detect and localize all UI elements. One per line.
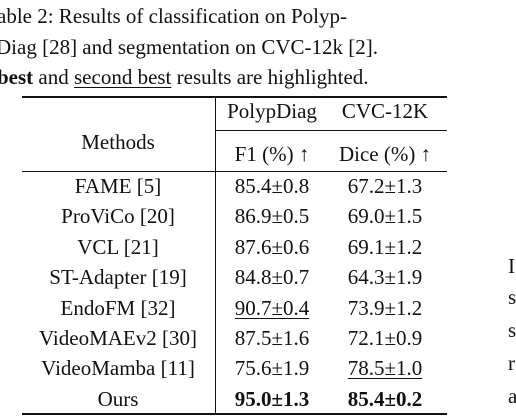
caption-segment: second best — [74, 65, 172, 89]
caption-segment: Diag [28] and segmentation on CVC-12k [2… — [0, 35, 379, 59]
metric-cell: 78.5±1.0 — [347, 356, 423, 381]
cropped-text: s — [508, 318, 516, 342]
metric-cell: 85.4±0.8 — [234, 174, 310, 198]
column-divider — [215, 96, 216, 414]
method-cell: ST-Adapter [19] — [49, 265, 187, 290]
method-cell: ProViCo [20] — [61, 204, 175, 229]
caption-segment: and — [33, 65, 74, 89]
header-group: CVC-12K — [341, 99, 429, 123]
bottom-rule — [22, 413, 447, 415]
header-group: PolypDiag — [227, 99, 317, 123]
metric-cell: 64.3±1.9 — [347, 265, 423, 290]
caption-segment: best — [0, 65, 34, 89]
method-cell: FAME [5] — [74, 174, 162, 198]
metric-cell: 75.6±1.9 — [234, 356, 310, 381]
cropped-text: a — [508, 384, 516, 408]
metric-cell: 69.0±1.5 — [347, 204, 423, 229]
header-rule — [22, 171, 447, 172]
metric-cell: 84.8±0.7 — [234, 265, 310, 290]
method-cell: VCL [21] — [77, 234, 159, 259]
method-cell: Ours — [97, 386, 139, 411]
metric-cell: 86.9±0.5 — [234, 204, 310, 229]
method-cell: VideoMamba [11] — [41, 356, 195, 381]
header-metric: Dice (%) ↑ — [338, 142, 432, 166]
metric-cell: 95.0±1.3 — [234, 386, 310, 411]
top-rule — [22, 96, 447, 98]
header-methods: Methods — [81, 130, 155, 154]
cropped-text: r — [508, 351, 515, 375]
cropped-text: s — [508, 285, 516, 309]
method-cell: EndoFM [32] — [60, 295, 176, 320]
caption-segment: results are highlighted. — [171, 65, 369, 89]
metric-cell: 85.4±0.2 — [347, 386, 423, 411]
caption-line: best and second best results are highlig… — [0, 67, 369, 88]
cropped-text: I — [508, 254, 515, 278]
caption-line: Diag [28] and segmentation on CVC-12k [2… — [0, 37, 378, 58]
metric-cell: 69.1±1.2 — [347, 234, 423, 259]
metric-cell: 72.1±0.9 — [347, 326, 423, 350]
metric-cell: 87.6±0.6 — [234, 234, 310, 259]
metric-cell: 67.2±1.3 — [347, 174, 423, 198]
method-cell: VideoMAEv2 [30] — [39, 326, 197, 350]
metric-cell: 87.5±1.6 — [234, 326, 310, 350]
group-rule — [216, 130, 447, 131]
caption-segment: able 2: Results of classification on Pol… — [0, 4, 347, 28]
caption-line: able 2: Results of classification on Pol… — [0, 6, 347, 27]
header-metric: F1 (%) ↑ — [234, 142, 310, 166]
metric-cell: 90.7±0.4 — [234, 295, 310, 320]
metric-cell: 73.9±1.2 — [347, 295, 423, 320]
